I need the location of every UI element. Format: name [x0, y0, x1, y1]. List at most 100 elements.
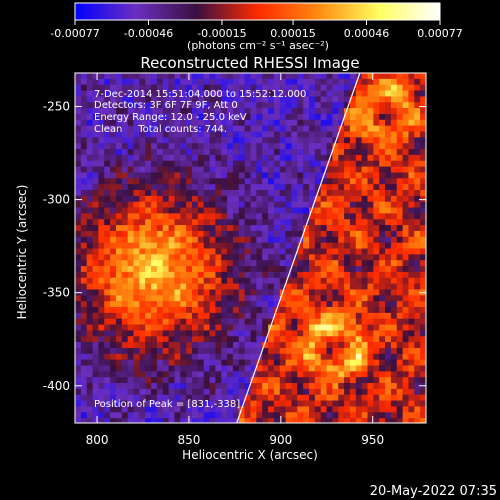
heatmap-cell: [75, 377, 82, 384]
heatmap-cell: [250, 277, 257, 284]
heatmap-cell: [151, 307, 158, 314]
heatmap-cell: [227, 172, 234, 179]
heatmap-cell: [285, 125, 292, 132]
heatmap-cell: [390, 78, 398, 85]
heatmap-cell: [303, 271, 310, 279]
heatmap-cell: [379, 108, 386, 115]
heatmap-cell: [273, 347, 281, 355]
heatmap-cell: [420, 201, 426, 208]
heatmap-cell: [262, 289, 269, 296]
heatmap-cell: [121, 277, 128, 284]
heatmap-cell: [192, 225, 199, 232]
heatmap-cell: [238, 172, 245, 179]
heatmap-cell: [227, 213, 234, 220]
heatmap-cell: [221, 125, 228, 132]
heatmap-cell: [279, 342, 286, 349]
heatmap-cell: [139, 143, 146, 150]
heatmap-cell: [420, 195, 426, 202]
heatmap-cell: [314, 400, 321, 407]
heatmap-cell: [232, 406, 240, 413]
heatmap-cell: [373, 242, 380, 249]
heatmap-cell: [338, 96, 345, 103]
heatmap-cell: [355, 388, 362, 396]
heatmap-cell: [133, 400, 140, 407]
heatmap-cell: [402, 353, 409, 360]
heatmap-cell: [104, 184, 111, 191]
heatmap-cell: [145, 242, 152, 249]
heatmap-cell: [227, 113, 234, 121]
heatmap-cell: [115, 347, 123, 355]
heatmap-cell: [92, 154, 99, 162]
heatmap-cell: [168, 96, 175, 103]
heatmap-cell: [309, 277, 316, 284]
heatmap-cell: [156, 113, 164, 121]
heatmap-cell: [250, 242, 257, 249]
heatmap-cell: [314, 377, 321, 384]
heatmap-cell: [355, 178, 362, 185]
heatmap-cell: [332, 336, 339, 343]
heatmap-cell: [349, 207, 357, 214]
heatmap-cell: [326, 201, 333, 208]
heatmap-cell: [75, 201, 82, 208]
heatmap-cell: [221, 184, 228, 191]
heatmap-cell: [385, 359, 392, 366]
heatmap-cell: [408, 166, 415, 173]
heatmap-cell: [303, 277, 310, 284]
heatmap-cell: [121, 113, 128, 121]
heatmap-cell: [420, 318, 426, 325]
heatmap-cell: [367, 149, 374, 156]
heatmap-cell: [221, 113, 228, 121]
heatmap-cell: [273, 342, 281, 349]
heatmap-cell: [338, 131, 345, 138]
heatmap-cell: [151, 149, 158, 156]
heatmap-cell: [192, 347, 199, 355]
heatmap-cell: [86, 73, 93, 80]
heatmap-cell: [86, 108, 93, 115]
heatmap-cell: [373, 371, 380, 378]
heatmap-cell: [326, 394, 333, 401]
heatmap-cell: [209, 412, 216, 419]
heatmap-cell: [338, 248, 345, 255]
heatmap-cell: [262, 318, 269, 325]
heatmap-cell: [156, 400, 164, 407]
heatmap-cell: [221, 160, 228, 167]
heatmap-cell: [303, 90, 310, 97]
heatmap-cell: [297, 418, 304, 423]
heatmap-cell: [303, 190, 310, 197]
heatmap-cell: [273, 418, 281, 423]
heatmap-cell: [80, 119, 87, 126]
heatmap-cell: [104, 353, 111, 360]
heatmap-cell: [174, 371, 181, 378]
heatmap-cell: [314, 201, 321, 208]
heatmap-cell: [133, 283, 140, 290]
heatmap-cell: [408, 195, 415, 202]
heatmap-cell: [221, 149, 228, 156]
heatmap-cell: [332, 96, 339, 103]
heatmap-cell: [197, 412, 204, 419]
heatmap-cell: [215, 301, 222, 308]
heatmap-cell: [168, 172, 175, 179]
heatmap-cell: [80, 295, 87, 302]
heatmap-cell: [344, 254, 351, 261]
heatmap-cell: [285, 342, 292, 349]
heatmap-cell: [80, 242, 87, 249]
heatmap-cell: [156, 383, 164, 390]
heatmap-cell: [244, 143, 251, 150]
heatmap-cell: [349, 78, 357, 85]
heatmap-cell: [98, 113, 105, 121]
heatmap-cell: [209, 365, 216, 372]
heatmap-cell: [209, 73, 216, 80]
heatmap-cell: [215, 102, 222, 109]
heatmap-cell: [332, 143, 339, 150]
heatmap-cell: [414, 353, 421, 360]
heatmap-cell: [250, 102, 257, 109]
heatmap-cell: [92, 347, 99, 355]
heatmap-cell: [174, 184, 181, 191]
heatmap-cell: [414, 195, 421, 202]
heatmap-cell: [250, 307, 257, 314]
heatmap-cell: [326, 73, 333, 80]
heatmap-cell: [221, 383, 228, 390]
heatmap-cell: [396, 184, 403, 191]
heatmap-cell: [192, 365, 199, 372]
heatmap-cell: [115, 137, 123, 144]
